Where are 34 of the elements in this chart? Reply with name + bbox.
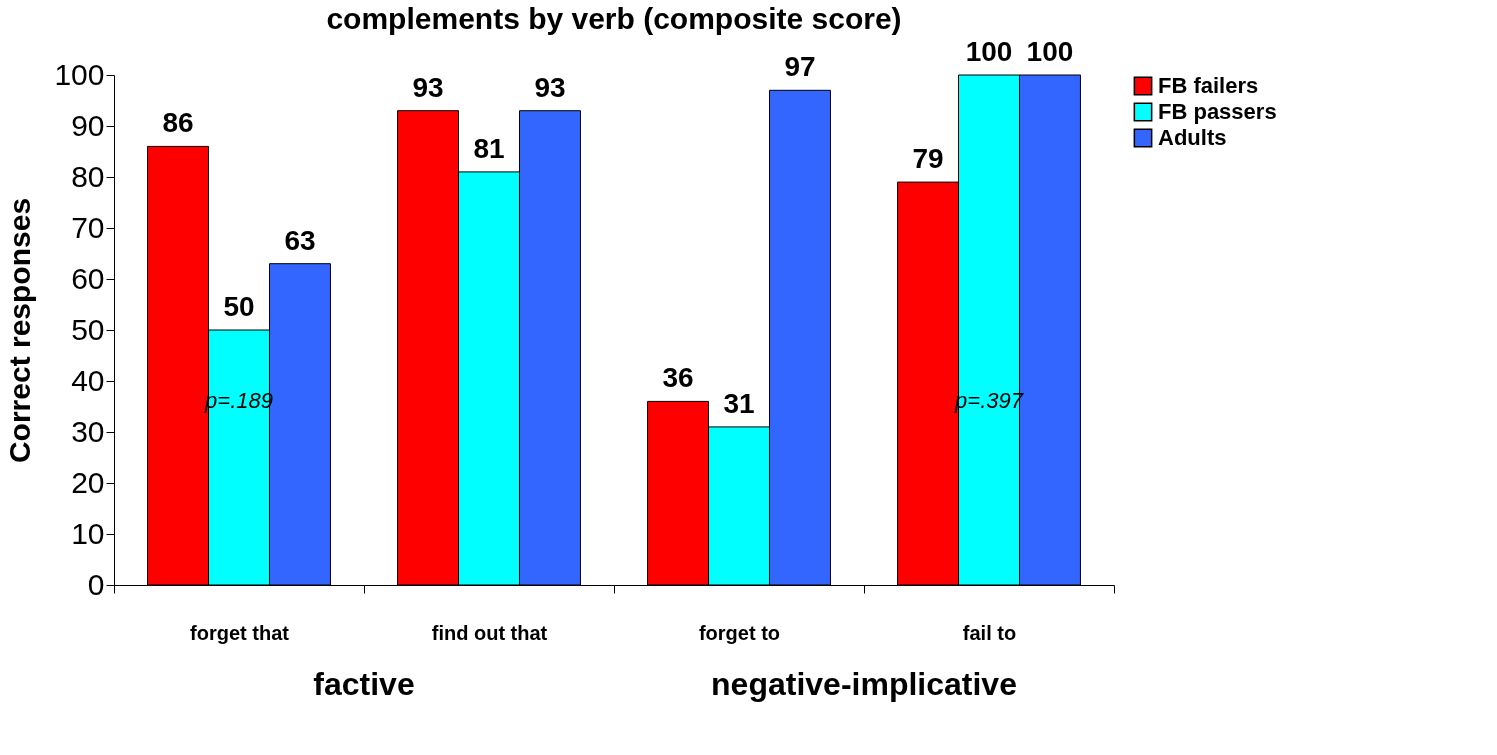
y-tick-label: 50 [71, 312, 105, 346]
legend-label: FB passers [1158, 99, 1277, 124]
data-label: 93 [534, 71, 566, 103]
y-tick-label: 10 [71, 516, 105, 550]
y-tick-label: 0 [87, 567, 105, 601]
y-tick-label: 60 [71, 261, 105, 295]
data-label: 63 [284, 224, 316, 256]
data-label: 100 [965, 36, 1013, 67]
y-tick-label: 80 [71, 159, 105, 193]
y-tick-label: 70 [71, 210, 105, 244]
data-label: 36 [662, 362, 694, 394]
data-label: 93 [412, 71, 444, 103]
y-tick-label: 90 [71, 108, 105, 142]
data-label: 31 [723, 387, 755, 419]
data-label: 86 [162, 107, 194, 139]
text: factive [313, 666, 415, 702]
y-tick-label: 30 [71, 414, 105, 448]
data-label: 81 [473, 132, 505, 164]
legend-label: FB failers [1158, 73, 1259, 98]
legend-label: Adults [1158, 125, 1227, 150]
text: negative-implicative [711, 666, 1017, 702]
x-tick-label: fail to [962, 621, 1017, 644]
data-label: 50 [223, 291, 255, 322]
y-tick-label: 40 [71, 363, 105, 397]
y-tick-label: 20 [71, 465, 105, 499]
data-label: 100 [1026, 36, 1074, 67]
y-axis-title: Correct responses [3, 197, 37, 464]
x-tick-label: forget to [698, 621, 781, 644]
x-tick-label: find out that [431, 621, 548, 644]
chart-title: complements by verb (composite score) [326, 2, 902, 35]
data-label: 97 [784, 51, 816, 83]
y-tick-label: 100 [54, 57, 105, 91]
x-tick-label: forget that [190, 621, 290, 644]
data-label: 79 [912, 143, 944, 175]
